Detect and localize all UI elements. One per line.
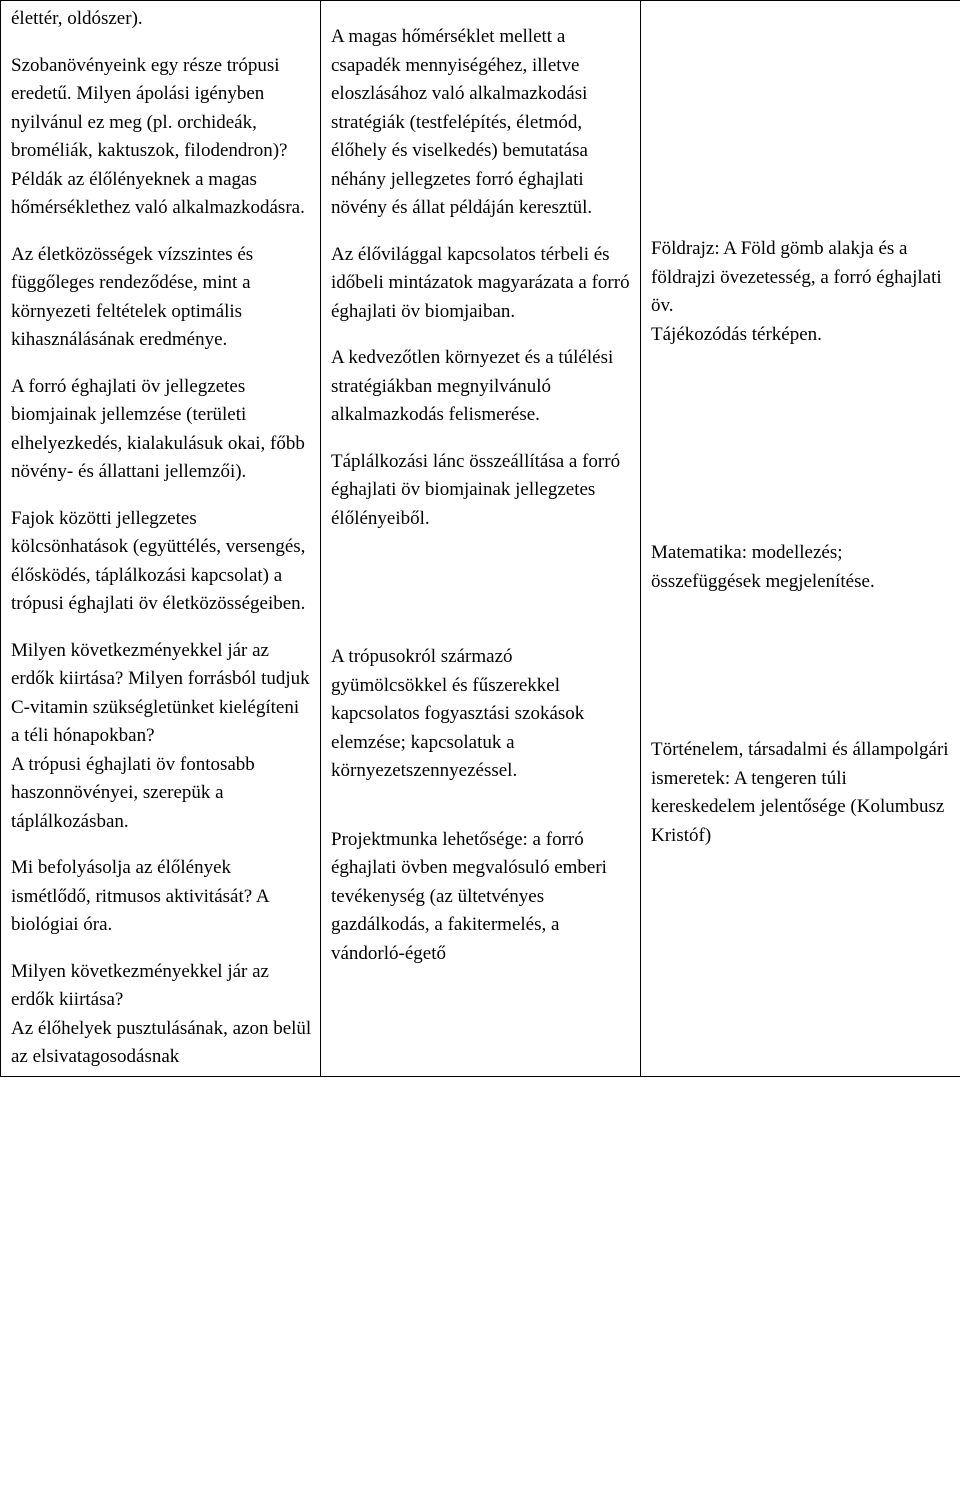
content-table: élettér, oldószer). Szobanövényeink egy … <box>0 0 960 1077</box>
paragraph: élettér, oldószer). <box>11 5 312 34</box>
paragraph: Milyen következményekkel jár az erdők ki… <box>11 637 312 751</box>
paragraph: Földrajz: A Föld gömb alakja és a földra… <box>651 235 952 321</box>
paragraph: Történelem, társadalmi és állampolgári i… <box>651 736 952 850</box>
cell-middle: A magas hőmérséklet mellett a csapadék m… <box>321 1 641 1077</box>
paragraph: Mi befolyásolja az élőlények ismétlődő, … <box>11 854 312 940</box>
page: élettér, oldószer). Szobanövényeink egy … <box>0 0 960 1511</box>
paragraph: A magas hőmérséklet mellett a csapadék m… <box>331 23 632 223</box>
paragraph: Fajok közötti jellegzetes kölcsönhatások… <box>11 505 312 619</box>
paragraph: Matematika: modellezés; összefüggések me… <box>651 539 952 596</box>
cell-left: élettér, oldószer). Szobanövényeink egy … <box>1 1 321 1077</box>
paragraph: Az élőhelyek pusztulásának, azon belül a… <box>11 1015 312 1072</box>
cell-right: Földrajz: A Föld gömb alakja és a földra… <box>641 1 960 1077</box>
paragraph: Az élővilággal kapcsolatos térbeli és id… <box>331 241 632 327</box>
table-row: élettér, oldószer). Szobanövényeink egy … <box>1 1 960 1077</box>
paragraph: A forró éghajlati öv jellegzetes biomjai… <box>11 373 312 487</box>
paragraph: A trópusi éghajlati öv fontosabb haszonn… <box>11 751 312 837</box>
paragraph: Tájékozódás térképen. <box>651 321 952 350</box>
paragraph: A trópusokról származó gyümölcsökkel és … <box>331 643 632 786</box>
paragraph: Projektmunka lehetősége: a forró éghajla… <box>331 826 632 969</box>
paragraph: Példák az élőlényeknek a magas hőmérsékl… <box>11 166 312 223</box>
paragraph: Az életközösségek vízszintes és függőleg… <box>11 241 312 355</box>
paragraph: Milyen következményekkel jár az erdők ki… <box>11 958 312 1015</box>
paragraph: A kedvezőtlen környezet és a túlélési st… <box>331 344 632 430</box>
paragraph: Szobanövényeink egy része trópusi eredet… <box>11 52 312 166</box>
paragraph: Táplálkozási lánc összeállítása a forró … <box>331 448 632 534</box>
